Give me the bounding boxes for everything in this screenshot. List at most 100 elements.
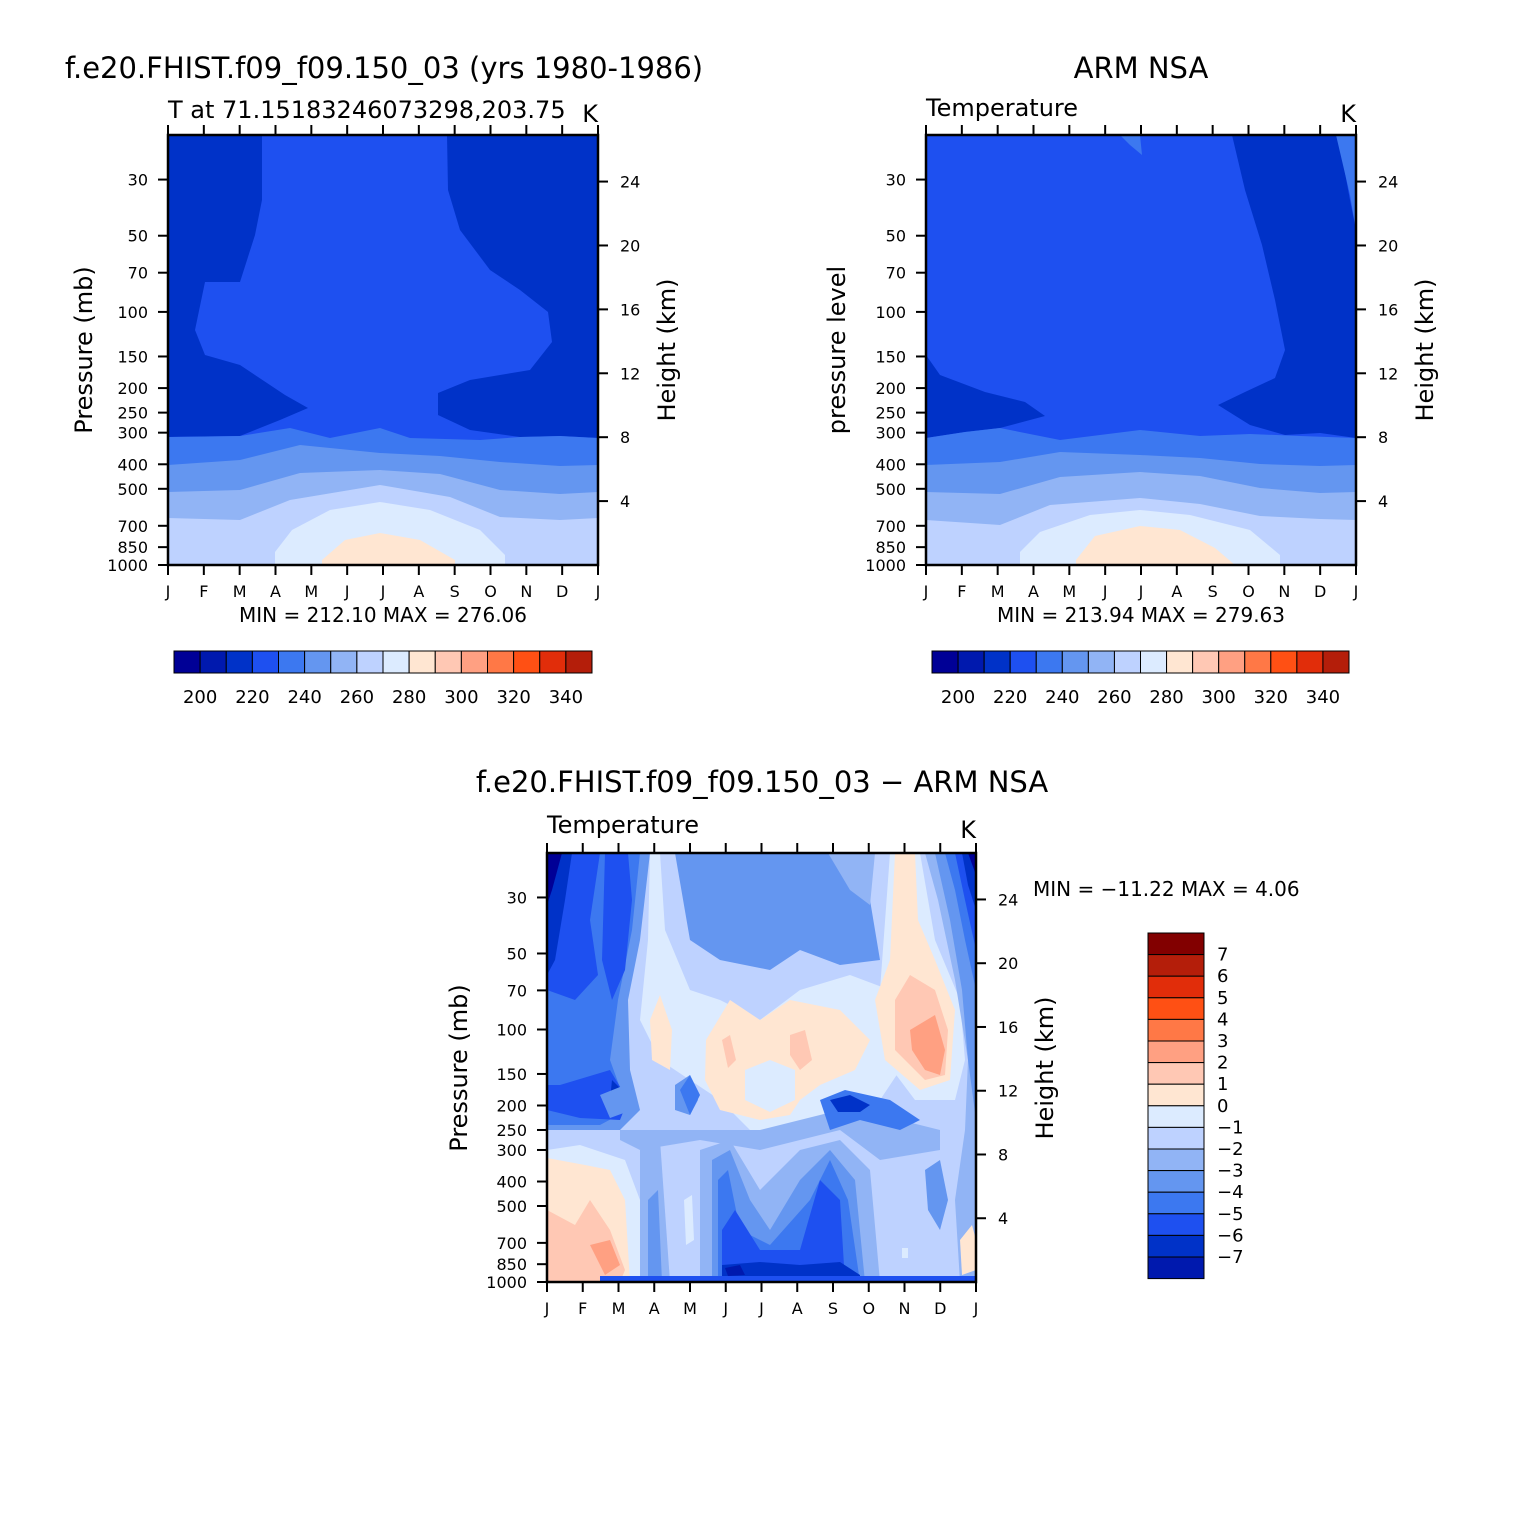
x-tick-label: J [1138,582,1144,601]
colorbar-label: −5 [1217,1204,1244,1225]
y2-tick-label: 20 [620,236,640,255]
colorbar-swatch [1147,1062,1205,1085]
y-tick-label: 100 [117,303,148,322]
y-tick-label: 300 [117,424,148,443]
y2-tick-label: 8 [998,1145,1008,1164]
y-axis-label: pressure level [823,266,851,434]
colorbar-swatch [1061,650,1089,674]
colorbar-swatch [173,650,201,674]
y-tick-label: 850 [117,538,148,557]
colorbar-swatch [539,650,567,674]
y2-tick-label: 24 [620,173,640,192]
x-tick-label: J [758,1299,764,1318]
contour-fill-band [722,1180,845,1282]
contour-fill-band [745,1060,795,1112]
colorbar-label: 280 [392,687,426,708]
minmax-label: MIN = 213.94 MAX = 279.63 [997,603,1285,627]
colorbar-swatch [1244,650,1272,674]
colorbar-swatch [434,650,462,674]
colorbar-label: −7 [1217,1247,1244,1268]
colorbar-label: 200 [183,687,217,708]
y-tick-label: 30 [128,171,148,190]
y-tick-label: 850 [875,538,906,557]
x-tick-label: A [1028,582,1039,601]
y-tick-label: 400 [875,455,906,474]
colorbar-label: −2 [1217,1139,1244,1160]
colorbar-swatch [1147,1105,1205,1128]
colorbar-swatch [1147,1040,1205,1064]
contour-fill-band [830,1095,870,1112]
contour-fill-band [648,1190,662,1282]
x-tick-label: A [413,582,424,601]
colorbar-swatch [408,650,436,674]
colorbar-label: 1 [1217,1074,1228,1095]
colorbar-swatch [1147,1170,1205,1193]
colorbar-swatch [278,650,306,674]
contour-fill-band [600,1276,976,1282]
y-tick-label: 30 [507,888,527,907]
colorbar-swatch [487,650,515,674]
x-tick-label: J [722,1299,728,1318]
contour-fill-band [438,135,598,438]
y-tick-label: 70 [128,264,148,283]
x-tick-label: O [862,1299,875,1318]
x-tick-label: M [233,582,247,601]
contour-fill-band [1120,135,1142,155]
contour-fill-band [684,1195,694,1245]
x-tick-label: J [380,582,386,601]
y2-tick-label: 24 [998,890,1018,909]
y2-tick-label: 16 [998,1018,1018,1037]
colorbar-label: 2 [1217,1053,1228,1074]
panel-model-subtitle: T at 71.15183246073298,203.75 [167,96,566,124]
y-tick-label: 500 [117,480,148,499]
contour-fill-band [590,1240,620,1275]
y-tick-label: 300 [496,1141,527,1160]
y2-axis-label: Height (km) [1031,997,1059,1140]
colorbar-label: 320 [496,687,530,708]
y-tick-label: 250 [875,404,906,423]
colorbar-swatch [1322,650,1350,674]
contour-fill-band [600,1085,632,1118]
colorbar-swatch [1218,650,1246,674]
y2-tick-label: 16 [620,300,640,319]
x-tick-label: F [578,1299,587,1318]
y-tick-label: 200 [875,379,906,398]
colorbar-swatch [957,650,985,674]
panel-model-title: f.e20.FHIST.f09_f09.150_03 (yrs 1980-198… [65,51,703,85]
x-tick-label: M [1062,582,1076,601]
colorbar-label: 280 [1149,687,1183,708]
contour-fill-band [902,1248,908,1258]
colorbar-swatch [1035,650,1063,674]
y-tick-label: 50 [128,227,148,246]
x-tick-label: M [304,582,318,601]
colorbar-swatch [1113,650,1141,674]
contour-fill-band [675,853,880,970]
contour-fill-band [828,853,875,905]
y2-tick-label: 8 [620,428,630,447]
colorbar-swatch [1296,650,1324,674]
colorbar-label: 340 [549,687,583,708]
panel-obs-units: K [1340,100,1357,128]
colorbar-swatch [1166,650,1194,674]
y2-axis-label: Height (km) [1411,279,1439,422]
x-tick-label: S [828,1299,838,1318]
colorbar-swatch [460,650,488,674]
panel-obs: ARM NSA Temperature K J F M A M J J A S O N D J 30 50 7… [823,51,1439,708]
contour-fill-band [725,1265,745,1276]
x-tick-label: J [1353,582,1359,601]
x-tick-label: N [520,582,532,601]
colorbar-label: −1 [1217,1117,1244,1138]
colorbar-swatch [1147,954,1205,977]
x-tick-label: J [544,1299,550,1318]
y-tick-label: 150 [117,347,148,366]
colorbar-swatch [1147,932,1205,956]
colorbar-label: 4 [1217,1009,1228,1030]
contour-fill-band [547,853,562,905]
colorbar-label: 300 [1202,687,1236,708]
colorbar-swatch [1270,650,1298,674]
x-tick-label: N [1278,582,1290,601]
x-tick-label: D [1314,582,1326,601]
x-tick-label: J [165,582,171,601]
